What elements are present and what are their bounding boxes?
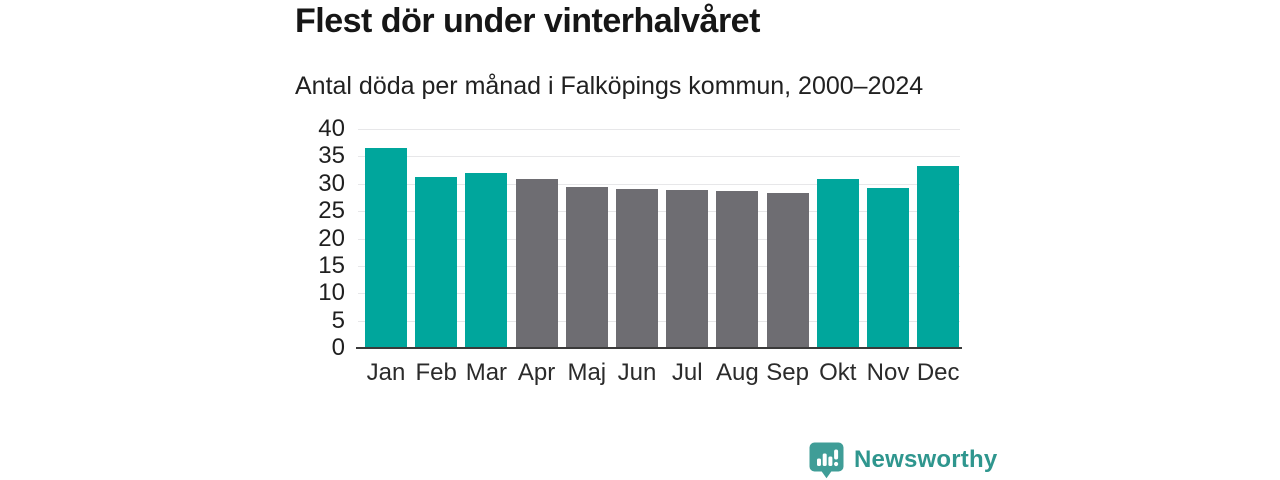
- gridline-40: [358, 129, 960, 130]
- bar-jun: [616, 189, 658, 348]
- y-axis-tick-0: 0: [331, 334, 345, 361]
- brand-name: Newsworthy: [854, 446, 998, 473]
- x-axis-label-sep: Sep: [766, 359, 809, 386]
- y-axis-tick-30: 30: [318, 169, 345, 197]
- y-axis-tick-10: 10: [318, 279, 345, 307]
- x-axis-label-aug: Aug: [716, 359, 759, 386]
- x-axis-baseline: [356, 347, 962, 349]
- bar-nov: [867, 187, 909, 348]
- x-axis-label-jun: Jun: [617, 359, 657, 386]
- gridline-20: [358, 238, 960, 240]
- newsworthy-bubble-chart-icon: [808, 441, 845, 479]
- bar-chart-plot-area: 0 5 10 15 20 25 30 35 40 Jan Feb Mar Apr Maj Jun Jul Aug…: [318, 115, 962, 386]
- gridline-15: [358, 265, 960, 267]
- bar-jan: [365, 147, 407, 348]
- bar-jul: [666, 189, 709, 348]
- x-axis-label-mar: Mar: [465, 359, 508, 386]
- bar-aug: [716, 190, 759, 348]
- x-axis-label-jul: Jul: [671, 359, 703, 386]
- gridline-25: [358, 211, 960, 213]
- y-axis-tick-5: 5: [331, 306, 345, 334]
- gridline-5: [358, 320, 960, 322]
- y-axis-tick-15: 15: [318, 251, 345, 279]
- bar-apr: [515, 178, 558, 348]
- bar-mar: [465, 172, 508, 348]
- y-axis-tick-20: 20: [318, 224, 345, 252]
- x-axis-label-feb: Feb: [415, 359, 457, 386]
- bar-sep: [766, 193, 809, 348]
- chart-title: Flest dör under vinterhalvåret: [295, 2, 760, 40]
- y-axis-tick-40: 40: [318, 115, 345, 142]
- x-axis-label-jan: Jan: [366, 359, 406, 386]
- x-axis-label-okt: Okt: [819, 359, 857, 386]
- gridline-10: [358, 293, 960, 295]
- gridline-35: [358, 156, 960, 158]
- newsworthy-logo: Newsworthy: [808, 441, 997, 479]
- x-axis-label-apr: Apr: [517, 359, 556, 386]
- y-axis-tick-25: 25: [318, 197, 345, 225]
- x-axis-label-maj: Maj: [567, 359, 607, 386]
- gridline-30: [358, 183, 960, 185]
- bar-maj: [565, 187, 608, 348]
- x-axis-label-nov: Nov: [866, 359, 910, 386]
- bar-okt: [816, 179, 859, 348]
- chart-subtitle: Antal döda per månad i Falköpings kommun…: [295, 72, 924, 100]
- y-axis-tick-35: 35: [318, 142, 345, 170]
- bar-feb: [415, 177, 458, 348]
- x-axis-label-dec: Dec: [916, 359, 960, 386]
- bar-dec: [917, 166, 960, 348]
